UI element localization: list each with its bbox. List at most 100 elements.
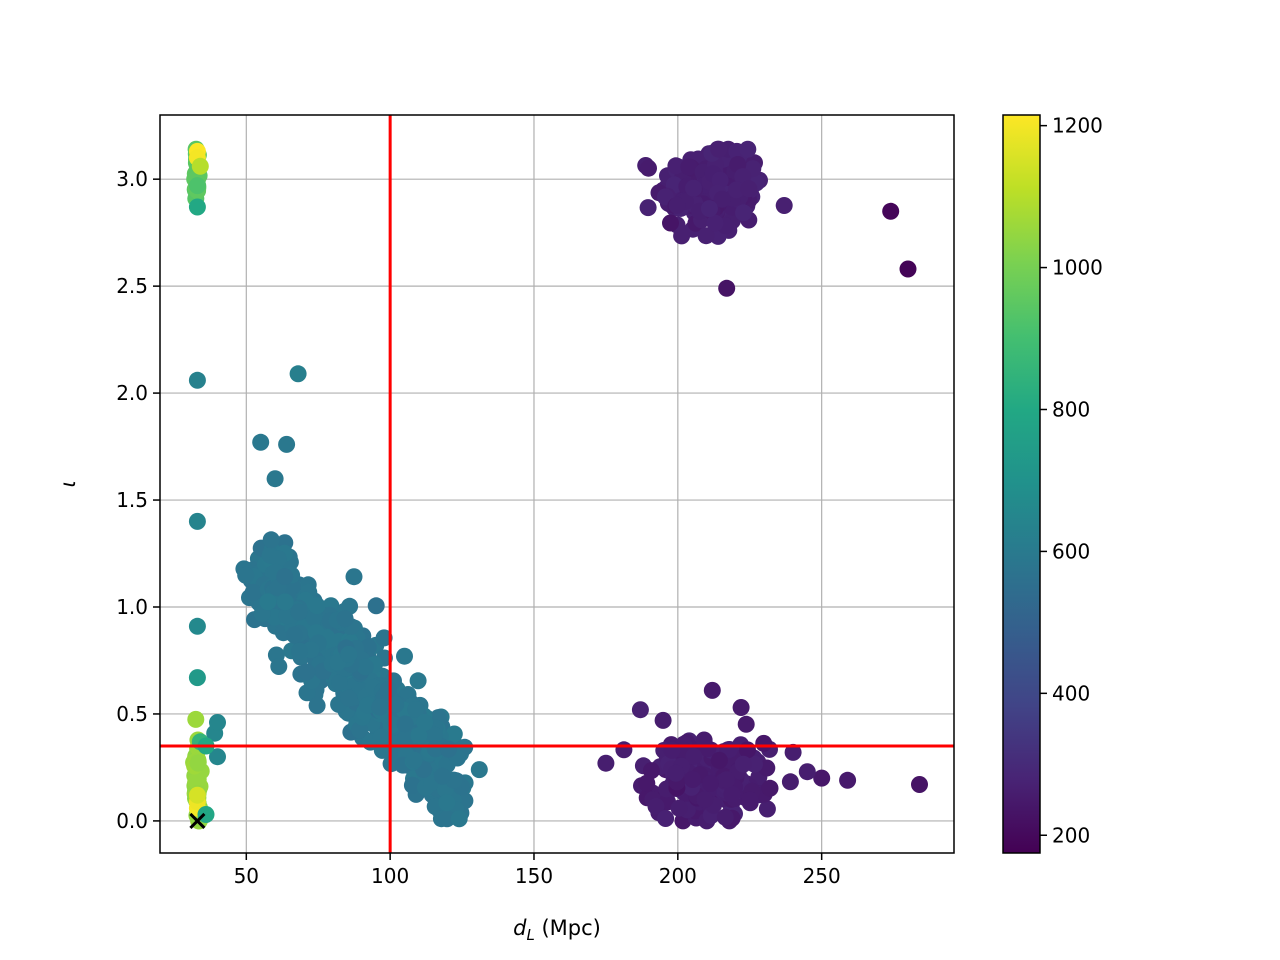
scatter-point — [723, 785, 741, 803]
scatter-point — [269, 550, 287, 568]
x-tick-label: 200 — [659, 864, 697, 888]
scatter-point — [289, 365, 307, 383]
scatter-point — [298, 663, 316, 681]
x-tick-label: 150 — [515, 864, 553, 888]
scatter-point — [367, 597, 385, 615]
scatter-point — [667, 157, 685, 175]
scatter-point — [784, 743, 802, 761]
x-axis-ticks: 50 100 150 200 250 — [234, 853, 841, 888]
scatter-point — [685, 179, 702, 197]
scatter-point — [710, 751, 728, 769]
scatter-point — [262, 531, 280, 549]
scatter-point — [727, 181, 745, 199]
scatter-point — [278, 435, 296, 453]
scatter-point — [668, 196, 686, 214]
scatter-point — [252, 433, 270, 451]
scatter-point — [706, 214, 724, 232]
y-axis-label: ι — [56, 480, 80, 487]
scatter-point — [409, 672, 427, 690]
scatter-point — [640, 159, 657, 177]
y-tick-label: 2.0 — [116, 381, 148, 405]
scatter-point — [685, 747, 703, 765]
scatter-point — [438, 794, 456, 812]
scatter-point — [308, 697, 326, 715]
scatter-point — [188, 617, 206, 635]
x-axis-label: dL (Mpc) — [513, 916, 601, 944]
x-axis-label-unit: (Mpc) — [535, 916, 601, 940]
scatter-point — [450, 810, 468, 828]
scatter-point — [259, 593, 277, 611]
scatter-point — [615, 741, 633, 759]
scatter-point — [718, 279, 736, 297]
y-tick-label: 3.0 — [116, 167, 148, 191]
scatter-point — [911, 776, 928, 793]
scatter-point — [440, 740, 457, 758]
scatter-point — [839, 771, 857, 789]
scatter-point — [433, 767, 451, 785]
scatter-point — [775, 197, 793, 214]
scatter-point — [696, 791, 714, 808]
scatter-point — [285, 626, 303, 644]
scatter-point — [761, 779, 779, 797]
scatter-point — [188, 198, 206, 216]
scatter-point — [739, 741, 756, 759]
scatter-point — [713, 190, 731, 208]
scatter-point — [397, 729, 415, 747]
scatter-point — [882, 202, 900, 220]
scatter-point — [755, 734, 773, 752]
scatter-point — [732, 699, 750, 716]
scatter-point — [737, 715, 755, 733]
scatter-point — [405, 751, 423, 769]
scatter-point — [372, 728, 390, 746]
scatter-point — [209, 748, 226, 766]
scatter-point — [718, 771, 735, 789]
scatter-point — [209, 714, 226, 731]
scatter-point — [741, 791, 759, 809]
scatter-point — [290, 642, 308, 660]
scatter-point — [758, 800, 776, 818]
colorbar-ticks: 200 400 600 800 1000 1200 — [1040, 114, 1103, 847]
y-tick-label: 2.5 — [116, 274, 148, 298]
scatter-point — [899, 260, 917, 278]
scatter-point — [410, 727, 428, 744]
scatter-point — [680, 158, 698, 176]
scatter-point — [356, 658, 374, 676]
y-tick-label: 1.5 — [116, 488, 148, 512]
scatter-point — [237, 566, 255, 584]
scatter-point — [403, 776, 421, 794]
colorbar-tick-label: 200 — [1052, 823, 1090, 847]
colorbar-tick-label: 800 — [1052, 397, 1090, 421]
scatter-point — [670, 799, 688, 817]
true-value-marker — [189, 812, 206, 829]
colorbar-tick-label: 1000 — [1052, 256, 1103, 280]
scatter-point — [276, 593, 294, 611]
scatter-point — [308, 597, 326, 615]
scatter-point — [188, 786, 206, 804]
x-tick-label: 100 — [371, 864, 409, 888]
scatter-point — [276, 568, 294, 586]
scatter-point — [700, 200, 718, 218]
x-axis-label-main: d — [513, 916, 527, 940]
scatter-point — [597, 754, 615, 772]
y-tick-label: 1.0 — [116, 595, 148, 619]
scatter-point — [359, 638, 377, 656]
scatter-point — [663, 741, 681, 759]
scatter-point — [396, 647, 413, 665]
x-tick-label: 50 — [234, 864, 259, 888]
scatter-point — [379, 681, 397, 698]
scatter-point — [189, 754, 207, 772]
scatter-point — [244, 583, 262, 601]
scatter-point — [662, 214, 679, 232]
colorbar — [1003, 115, 1040, 853]
y-tick-label: 0.5 — [116, 702, 148, 726]
scatter-point — [351, 721, 368, 739]
x-axis-label-subscript: L — [526, 926, 534, 944]
scatter-point — [699, 740, 717, 758]
scatter-point — [396, 715, 414, 733]
scatter-point — [345, 568, 363, 586]
scatter-point — [781, 773, 799, 791]
scatter-point — [438, 810, 456, 828]
y-axis-ticks: 0.0 0.5 1.0 1.5 2.0 2.5 3.0 — [116, 167, 160, 833]
scatter-point — [188, 512, 206, 530]
